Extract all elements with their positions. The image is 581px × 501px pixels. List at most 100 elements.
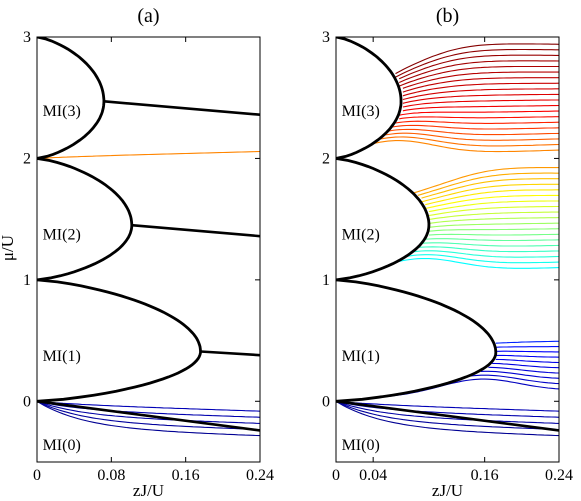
density-contour-line bbox=[376, 378, 559, 399]
panel-a: 0 0.08 0.16 0.24 0 1 2 3 (a) zJ/U μ/U MI(0) MI(1) MI(… bbox=[0, 5, 274, 500]
x-tick-label: 0.04 bbox=[359, 467, 387, 484]
y-axis-label: μ/U bbox=[0, 235, 17, 261]
x-axis-label: zJ/U bbox=[133, 481, 164, 500]
density-contour-line bbox=[428, 222, 559, 228]
panel-title: (b) bbox=[436, 5, 459, 27]
density-contour-line bbox=[336, 400, 559, 424]
x-tick-label: 0 bbox=[332, 467, 340, 484]
density-contour-line bbox=[428, 228, 559, 232]
density-contour-line bbox=[398, 60, 559, 84]
x-axis-label: zJ/U bbox=[432, 481, 463, 500]
density-contour-line bbox=[402, 77, 559, 93]
y-tick-label: 2 bbox=[322, 150, 330, 167]
density-contour-line bbox=[336, 400, 559, 437]
x-tick-label: 0.08 bbox=[97, 467, 125, 484]
density-contour-line bbox=[414, 250, 559, 258]
density-contour-line bbox=[391, 124, 559, 130]
first-order-line bbox=[131, 223, 260, 238]
density-contour-line bbox=[399, 257, 559, 269]
density-contour-line bbox=[373, 140, 559, 153]
mi0-boundary-line bbox=[37, 399, 260, 432]
density-contour-line bbox=[417, 246, 559, 253]
x-tick-label: 0.16 bbox=[172, 467, 200, 484]
mott-lobe-boundary-2 bbox=[37, 157, 134, 282]
region-label: MI(0) bbox=[342, 437, 380, 454]
density-contour-line bbox=[421, 178, 559, 199]
plot-area-a bbox=[37, 37, 260, 437]
x-tick-label: 0.24 bbox=[246, 467, 274, 484]
region-label: MI(3) bbox=[342, 103, 380, 120]
density-contour-line bbox=[428, 211, 559, 221]
density-contour-line bbox=[399, 116, 559, 120]
mott-lobe-boundary-2 bbox=[336, 157, 431, 282]
mi0-boundary-line bbox=[336, 399, 559, 432]
y-tick-label: 1 bbox=[322, 272, 330, 289]
density-contour-line bbox=[402, 99, 559, 108]
x-tick-label: 0.16 bbox=[471, 467, 499, 484]
axes-frame bbox=[335, 36, 560, 463]
density-contour-line bbox=[421, 183, 559, 203]
density-contour-line bbox=[425, 194, 559, 210]
mott-lobe-boundary-1 bbox=[336, 278, 498, 403]
axes-frame bbox=[36, 36, 261, 463]
density-contour-line bbox=[495, 346, 559, 348]
density-contour-line bbox=[428, 217, 559, 224]
density-contour-line bbox=[336, 400, 559, 412]
x-tick-label: 0.24 bbox=[545, 467, 573, 484]
y-tick-label: 2 bbox=[23, 150, 31, 167]
density-contour-line bbox=[380, 136, 559, 147]
density-contour-line bbox=[395, 43, 559, 75]
y-tick-label: 0 bbox=[322, 393, 330, 410]
y-tick-label: 3 bbox=[23, 29, 31, 46]
density-contour-line bbox=[495, 354, 559, 358]
region-label: MI(0) bbox=[43, 437, 81, 454]
density-contour-line bbox=[395, 120, 559, 124]
density-contour-line bbox=[425, 238, 559, 242]
density-contour-line bbox=[421, 242, 559, 247]
density-contour-line bbox=[37, 400, 260, 437]
density-contour-line bbox=[495, 358, 559, 364]
density-contour-line bbox=[336, 400, 559, 431]
region-label: MI(3) bbox=[43, 103, 81, 120]
region-label: MI(1) bbox=[43, 348, 81, 365]
density-contour-line bbox=[399, 110, 559, 116]
density-contour-line bbox=[387, 128, 559, 136]
density-contour-line bbox=[406, 254, 559, 264]
density-contour-line bbox=[428, 205, 559, 217]
region-label: MI(1) bbox=[342, 348, 380, 365]
density-contour-line bbox=[395, 48, 559, 78]
mott-lobe-boundary-3 bbox=[336, 37, 403, 160]
density-contour-line bbox=[402, 88, 559, 101]
density-contour-line bbox=[37, 150, 260, 159]
region-label: MI(2) bbox=[342, 227, 380, 244]
first-order-line bbox=[200, 350, 260, 357]
density-contour-line bbox=[469, 374, 559, 385]
density-contour-line bbox=[398, 54, 559, 80]
density-contour-line bbox=[413, 167, 559, 194]
density-contour-line bbox=[402, 104, 559, 112]
density-contour-line bbox=[384, 132, 559, 141]
density-contour-line bbox=[492, 362, 559, 369]
first-order-line bbox=[103, 100, 260, 117]
density-contour-line bbox=[488, 366, 559, 374]
mott-lobe-boundary-3 bbox=[37, 37, 106, 160]
density-contour-line bbox=[417, 172, 559, 196]
panel-title: (a) bbox=[137, 5, 159, 27]
density-contour-line bbox=[428, 200, 559, 213]
density-contour-line bbox=[480, 370, 559, 379]
plot-area-b bbox=[336, 37, 559, 437]
panel-b: 0 0.04 0.16 0.24 0 1 2 3 (b) zJ/U MI(0) MI(1) MI(2) M… bbox=[322, 5, 573, 500]
y-tick-label: 0 bbox=[23, 393, 31, 410]
mott-lobe-boundary-1 bbox=[37, 278, 202, 403]
density-contour-line bbox=[402, 71, 559, 89]
y-tick-label: 1 bbox=[23, 272, 31, 289]
density-contour-line bbox=[402, 82, 559, 97]
density-contour-line bbox=[428, 233, 559, 236]
density-contour-line bbox=[37, 400, 260, 412]
density-contour-line bbox=[37, 400, 260, 431]
x-tick-label: 0 bbox=[33, 467, 41, 484]
density-contour-line bbox=[398, 65, 559, 87]
density-contour-line bbox=[425, 189, 559, 206]
density-contour-line bbox=[495, 350, 559, 353]
